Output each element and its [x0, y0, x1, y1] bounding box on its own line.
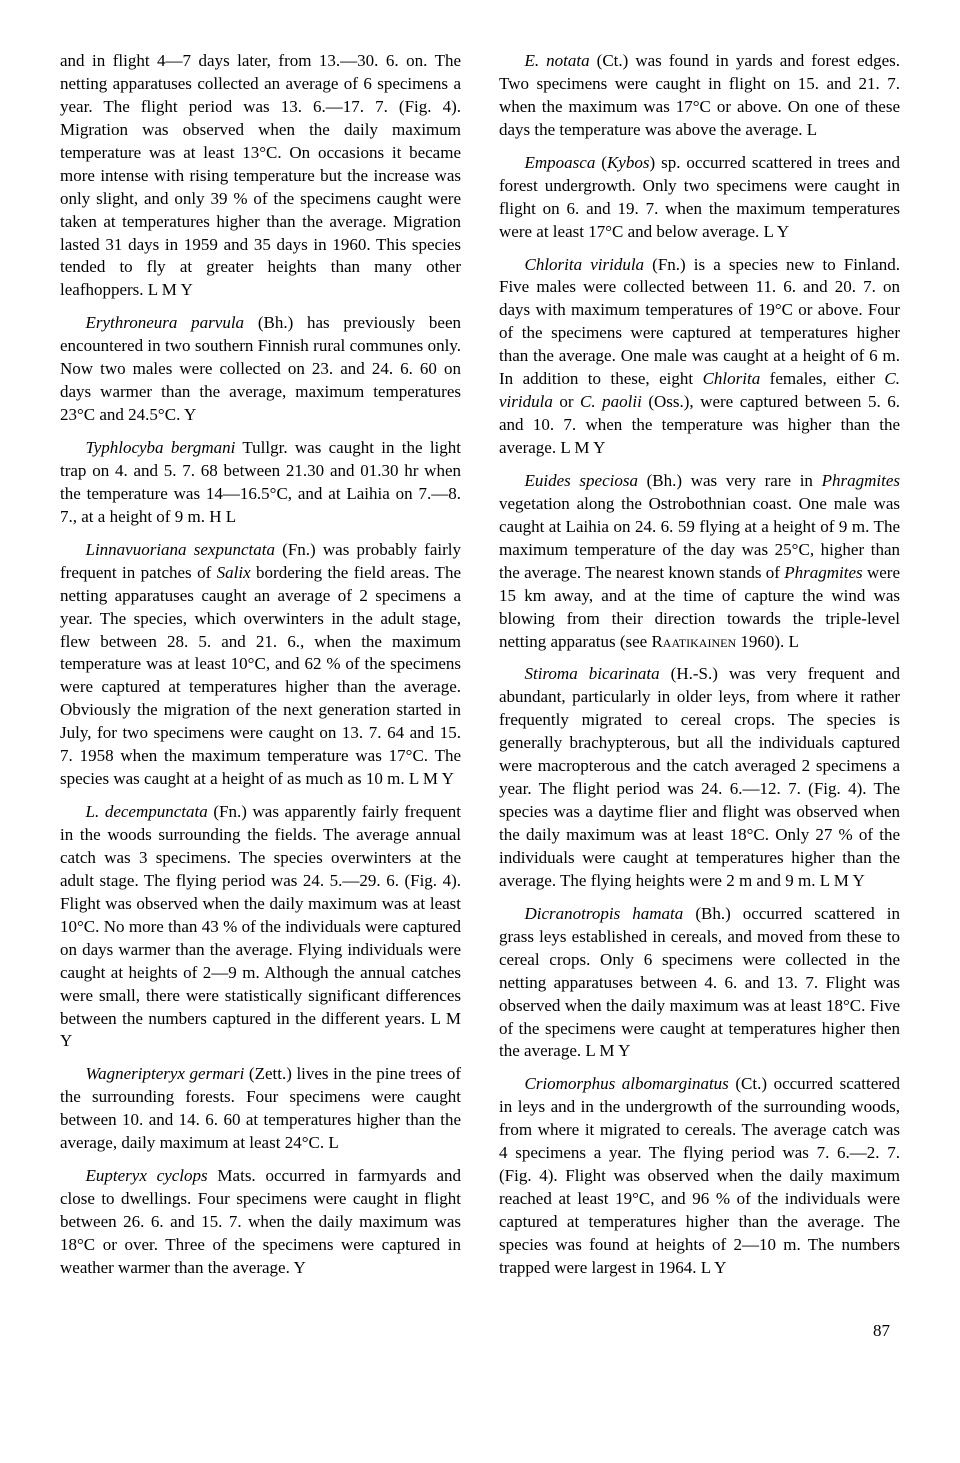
paragraph: Chlorita viridula (Fn.) is a species new… [499, 254, 900, 460]
paragraph-text: (Fn.) was apparently fairly frequent in … [60, 802, 461, 1050]
paragraph: Criomorphus albomarginatus (Ct.) occurre… [499, 1073, 900, 1279]
species-name: Chlorita [703, 369, 761, 388]
paragraph: Stiroma bicarinata (H.-S.) was very freq… [499, 663, 900, 892]
paragraph-text: or [553, 392, 580, 411]
paragraph: Linnavuoriana sexpunctata (Fn.) was prob… [60, 539, 461, 791]
species-name: Salix [217, 563, 251, 582]
species-name: Phragmites [784, 563, 862, 582]
paragraph: L. decempunctata (Fn.) was apparently fa… [60, 801, 461, 1053]
species-name: Chlorita viridula [525, 255, 645, 274]
species-name: Phragmites [822, 471, 900, 490]
paragraph: and in flight 4—7 days later, from 13.—3… [60, 50, 461, 302]
paragraph-text: ( [595, 153, 607, 172]
species-name: Erythroneura parvula [86, 313, 245, 332]
species-name: Euides speciosa [525, 471, 638, 490]
species-name: L. decempunctata [86, 802, 208, 821]
paragraph: Empoasca (Kybos) sp. occurred scattered … [499, 152, 900, 244]
reference-author: Raatikainen [651, 632, 736, 651]
right-column: E. notata (Ct.) was found in yards and f… [499, 50, 900, 1280]
species-name: Empoasca [525, 153, 596, 172]
paragraph-text: (H.-S.) was very frequent and abundant, … [499, 664, 900, 889]
paragraph: Eupteryx cyclops Mats. occurred in farmy… [60, 1165, 461, 1280]
species-name: Dicranotropis hamata [525, 904, 684, 923]
paragraph-text: (Bh.) was very rare in [638, 471, 822, 490]
species-name: Eupteryx cyclops [86, 1166, 208, 1185]
paragraph-text: females, either [760, 369, 884, 388]
page-number: 87 [60, 1320, 900, 1343]
paragraph: Wagneripteryx germari (Zett.) lives in t… [60, 1063, 461, 1155]
paragraph: E. notata (Ct.) was found in yards and f… [499, 50, 900, 142]
text-columns: and in flight 4—7 days later, from 13.—3… [60, 50, 900, 1280]
paragraph-text: 1960). L [736, 632, 799, 651]
paragraph-text: (Ct.) occurred scattered in leys and in … [499, 1074, 900, 1277]
paragraph: Typhlocyba bergmani Tullgr. was caught i… [60, 437, 461, 529]
species-name: Criomorphus albomarginatus [525, 1074, 729, 1093]
species-name: E. notata [525, 51, 590, 70]
paragraph: Euides speciosa (Bh.) was very rare in P… [499, 470, 900, 654]
paragraph: Dicranotropis hamata (Bh.) occurred scat… [499, 903, 900, 1064]
paragraph-text: bordering the field areas. The netting a… [60, 563, 461, 788]
species-name: Typhlocyba bergmani [86, 438, 236, 457]
species-name: Wagneripteryx germari [86, 1064, 245, 1083]
left-column: and in flight 4—7 days later, from 13.—3… [60, 50, 461, 1280]
species-name: Linnavuoriana sexpunctata [86, 540, 275, 559]
species-name: Kybos [607, 153, 650, 172]
paragraph-text: (Bh.) occurred scattered in grass leys e… [499, 904, 900, 1061]
species-name: C. paolii [580, 392, 642, 411]
paragraph: Erythroneura parvula (Bh.) has previousl… [60, 312, 461, 427]
species-name: Stiroma bicarinata [525, 664, 660, 683]
